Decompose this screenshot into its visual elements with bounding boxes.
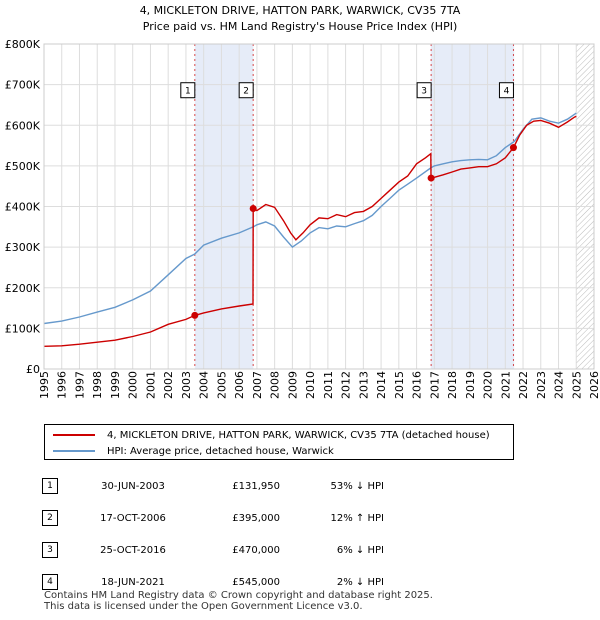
x-tick-label: 2022 bbox=[517, 371, 530, 399]
legend: 4, MICKLETON DRIVE, HATTON PARK, WARWICK… bbox=[44, 424, 514, 460]
sale-number-label: 2 bbox=[243, 87, 249, 97]
x-tick-label: 2004 bbox=[198, 371, 211, 399]
x-tick-label: 2025 bbox=[570, 371, 583, 399]
transactions-table: 1 30-JUN-2003 £131,950 53% ↓ HPI 2 17-OCT-200… bbox=[42, 470, 384, 598]
transaction-hpi: 12% ↑ HPI bbox=[330, 512, 384, 524]
x-tick-label: 2018 bbox=[446, 371, 459, 399]
sale-point bbox=[427, 174, 435, 182]
transaction-price: £470,000 bbox=[232, 544, 280, 556]
x-tick-label: 2013 bbox=[357, 371, 370, 399]
transaction-row: 3 25-OCT-2016 £470,000 6% ↓ HPI bbox=[42, 534, 384, 566]
y-tick-label: £300K bbox=[5, 241, 41, 254]
x-tick-label: 2015 bbox=[393, 371, 406, 399]
footer-copyright: Contains HM Land Registry data © Crown c… bbox=[44, 590, 433, 601]
x-tick-label: 1999 bbox=[109, 371, 122, 399]
legend-item-property: 4, MICKLETON DRIVE, HATTON PARK, WARWICK… bbox=[53, 427, 490, 443]
x-tick-label: 2024 bbox=[553, 371, 566, 399]
legend-swatch-property bbox=[53, 434, 95, 436]
x-tick-label: 2009 bbox=[286, 371, 299, 399]
y-tick-label: £600K bbox=[5, 119, 41, 132]
x-tick-label: 1997 bbox=[73, 371, 86, 399]
transaction-price: £395,000 bbox=[232, 512, 280, 524]
transaction-number: 3 bbox=[42, 534, 78, 566]
sale-number-box bbox=[180, 82, 196, 99]
x-tick-label: 2021 bbox=[499, 371, 512, 399]
sale-number-box bbox=[238, 82, 254, 99]
transaction-date: 25-OCT-2016 bbox=[100, 544, 166, 556]
sale-point bbox=[191, 311, 199, 319]
transaction-row: 2 17-OCT-2006 £395,000 12% ↑ HPI bbox=[42, 502, 384, 534]
y-tick-label: £700K bbox=[5, 79, 41, 92]
y-tick-label: £800K bbox=[5, 38, 41, 51]
x-tick-label: 2012 bbox=[340, 371, 353, 399]
x-tick-label: 2017 bbox=[428, 371, 441, 399]
sale-number-box bbox=[498, 82, 514, 99]
x-tick-label: 2016 bbox=[411, 371, 424, 399]
y-tick-label: £500K bbox=[5, 160, 41, 173]
x-tick-label: 2000 bbox=[127, 371, 140, 399]
transaction-row: 1 30-JUN-2003 £131,950 53% ↓ HPI bbox=[42, 470, 384, 502]
transaction-number: 4 bbox=[42, 566, 78, 598]
legend-item-hpi: HPI: Average price, detached house, Warw… bbox=[53, 443, 334, 459]
transaction-row: 4 18-JUN-2021 £545,000 2% ↓ HPI bbox=[42, 566, 384, 598]
y-tick-label: £400K bbox=[5, 201, 41, 214]
sale-point bbox=[509, 144, 517, 152]
x-tick-label: 2001 bbox=[144, 371, 157, 399]
chart-subtitle: Price paid vs. HM Land Registry's House … bbox=[143, 20, 458, 33]
legend-swatch-hpi bbox=[53, 450, 95, 452]
y-tick-label: £200K bbox=[5, 282, 41, 295]
x-tick-label: 2002 bbox=[162, 371, 175, 399]
transaction-price: £545,000 bbox=[232, 576, 280, 588]
x-tick-label: 1996 bbox=[56, 371, 69, 399]
x-tick-label: 2006 bbox=[233, 371, 246, 399]
transaction-date: 18-JUN-2021 bbox=[101, 576, 165, 588]
x-tick-label: 2019 bbox=[464, 371, 477, 399]
sale-number-label: 4 bbox=[504, 87, 510, 97]
price-chart: 4, MICKLETON DRIVE, HATTON PARK, WARWICK… bbox=[5, 4, 600, 399]
sale-number-label: 1 bbox=[185, 87, 191, 97]
x-tick-label: 2023 bbox=[535, 371, 548, 399]
sale-point bbox=[249, 205, 257, 213]
sale-number-box: 2 bbox=[42, 510, 58, 526]
chart-title: 4, MICKLETON DRIVE, HATTON PARK, WARWICK… bbox=[140, 4, 461, 17]
sale-number-box: 1 bbox=[42, 478, 58, 494]
x-tick-label: 2011 bbox=[322, 371, 335, 399]
transaction-hpi: 2% ↓ HPI bbox=[336, 576, 384, 588]
transaction-date: 17-OCT-2006 bbox=[100, 512, 166, 524]
x-tick-label: 2003 bbox=[180, 371, 193, 399]
plot-frame bbox=[43, 43, 595, 370]
y-tick-label: £0 bbox=[26, 363, 40, 376]
sale-number-label: 3 bbox=[421, 87, 427, 97]
sale-number-box bbox=[416, 82, 432, 99]
x-tick-label: 2010 bbox=[304, 371, 317, 399]
x-tick-label: 2005 bbox=[215, 371, 228, 399]
x-tick-label: 2020 bbox=[482, 371, 495, 399]
transaction-price: £131,950 bbox=[232, 480, 280, 492]
x-tick-label: 2007 bbox=[251, 371, 264, 399]
hpi-line bbox=[44, 112, 577, 325]
x-tick-label: 2008 bbox=[269, 371, 282, 399]
transaction-number: 2 bbox=[42, 502, 78, 534]
transaction-hpi: 53% ↓ HPI bbox=[330, 480, 384, 492]
y-tick-label: £100K bbox=[5, 322, 41, 335]
sale-number-box: 3 bbox=[42, 542, 58, 558]
transaction-number: 1 bbox=[42, 470, 78, 502]
footer-licence: This data is licensed under the Open Gov… bbox=[44, 601, 363, 612]
x-tick-label: 1995 bbox=[38, 371, 51, 399]
x-tick-label: 2026 bbox=[588, 371, 600, 399]
legend-label-hpi: HPI: Average price, detached house, Warw… bbox=[107, 445, 334, 457]
sale-number-box: 4 bbox=[42, 574, 58, 590]
x-tick-label: 1998 bbox=[91, 371, 104, 399]
legend-label-property: 4, MICKLETON DRIVE, HATTON PARK, WARWICK… bbox=[107, 429, 490, 441]
transaction-hpi: 6% ↓ HPI bbox=[336, 544, 384, 556]
footer: Contains HM Land Registry data © Crown c… bbox=[44, 590, 433, 612]
transaction-date: 30-JUN-2003 bbox=[101, 480, 165, 492]
x-tick-label: 2014 bbox=[375, 371, 388, 399]
